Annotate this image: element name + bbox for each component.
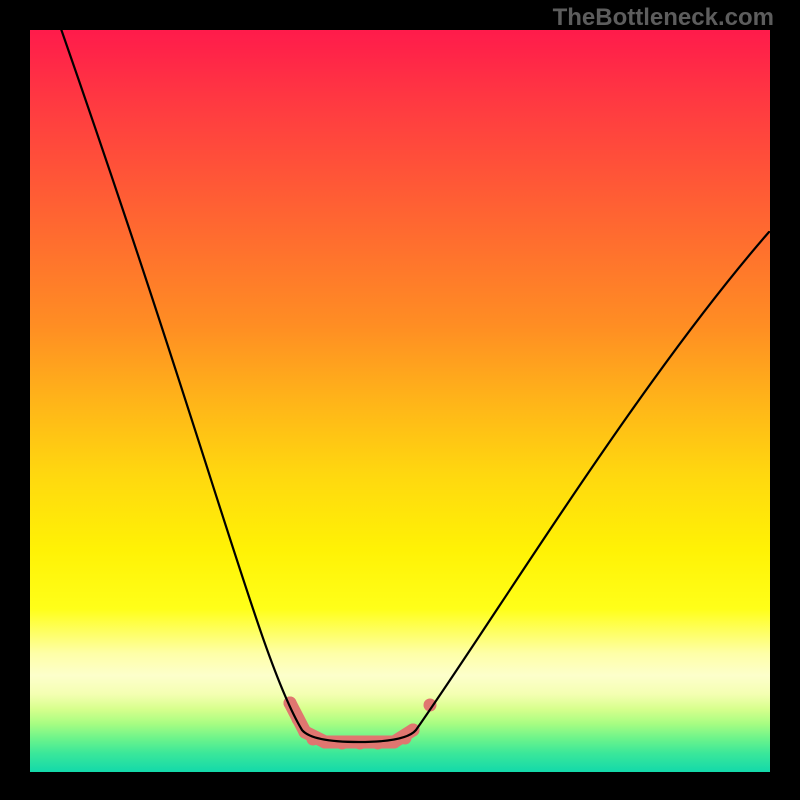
gradient-background <box>30 30 770 772</box>
watermark-text: TheBottleneck.com <box>553 4 774 32</box>
chart-canvas: TheBottleneck.com <box>0 0 800 800</box>
plot-area <box>30 30 770 772</box>
